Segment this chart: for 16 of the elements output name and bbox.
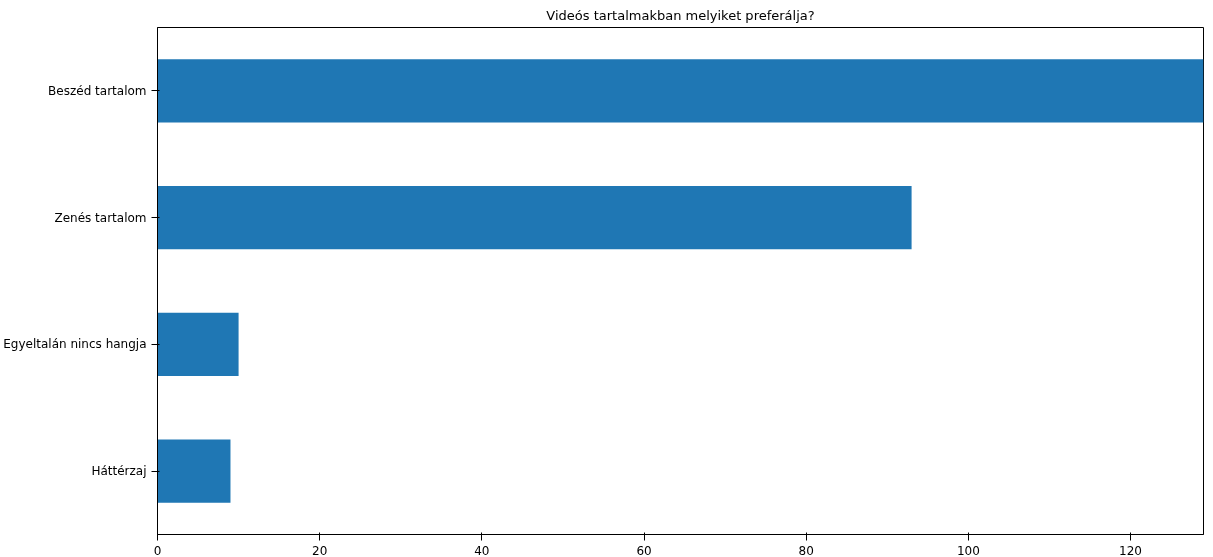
bar xyxy=(157,312,239,377)
x-tick-label: 100 xyxy=(956,543,980,557)
x-tick-label: 0 xyxy=(153,543,162,557)
x-tick-label: 20 xyxy=(312,543,328,557)
y-tick-label: Háttérzaj xyxy=(91,464,147,479)
bar xyxy=(157,185,912,250)
y-tick-label: Beszéd tartalom xyxy=(48,83,147,98)
x-tick-label: 80 xyxy=(798,543,814,557)
y-tick-label: Egyeltalán nincs hangja xyxy=(3,337,147,352)
bar xyxy=(157,439,231,503)
bar xyxy=(157,59,1204,123)
chart-title: Videós tartalmakban melyiket preferálja? xyxy=(546,7,815,23)
x-tick-label: 120 xyxy=(1119,543,1142,557)
y-tick-label: Zenés tartalom xyxy=(54,210,147,225)
x-tick-label: 40 xyxy=(474,543,490,557)
x-tick-label: 60 xyxy=(636,543,652,557)
